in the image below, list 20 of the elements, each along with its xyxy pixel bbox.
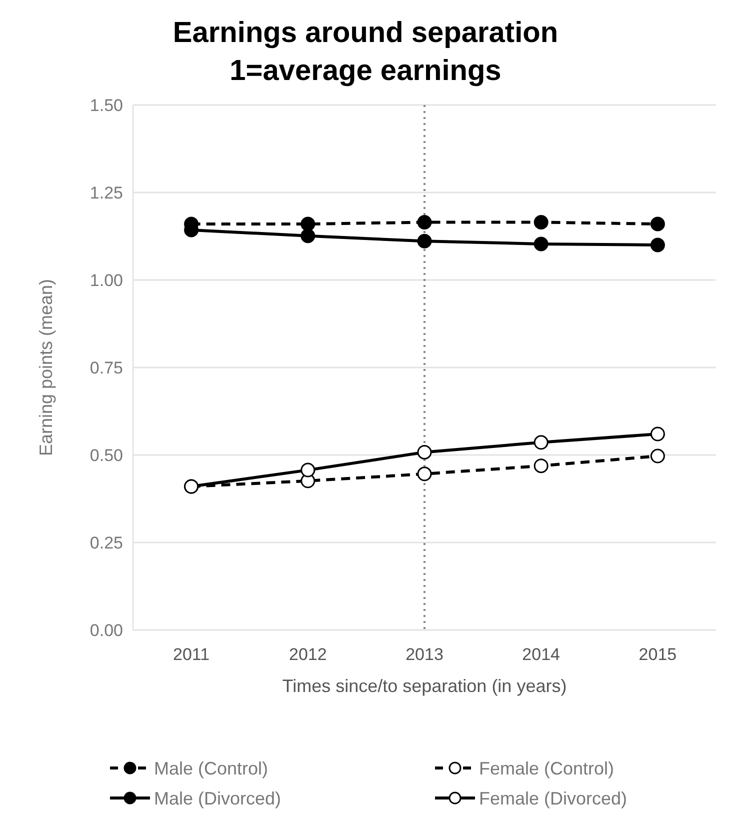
x-tick-label: 2011 bbox=[173, 645, 210, 664]
x-tick-label: 2014 bbox=[522, 645, 560, 664]
y-tick-label: 1.50 bbox=[90, 96, 123, 115]
legend-label: Male (Divorced) bbox=[154, 788, 282, 808]
y-tick-label: 0.50 bbox=[90, 446, 123, 465]
y-tick-label: 1.00 bbox=[90, 270, 123, 290]
chart-subtitle: 1=average earnings bbox=[230, 55, 502, 87]
y-axis-title: Earning points (mean) bbox=[36, 278, 56, 456]
legend-label: Male (Control) bbox=[154, 758, 268, 778]
legend-label: Female (Control) bbox=[479, 758, 614, 778]
y-tick-label: 0.00 bbox=[90, 620, 123, 640]
x-axis-title: Times since/to separation (in years) bbox=[282, 676, 567, 696]
y-tick-label: 1.25 bbox=[90, 183, 123, 202]
legend-label: Female (Divorced) bbox=[479, 788, 628, 808]
y-tick-label: 0.25 bbox=[90, 533, 123, 552]
x-tick-label: 2015 bbox=[638, 645, 677, 664]
x-tick-label: 2012 bbox=[288, 645, 327, 664]
x-tick-label: 2013 bbox=[406, 645, 444, 664]
y-tick-label: 0.75 bbox=[90, 358, 123, 378]
chart-title: Earnings around separation bbox=[172, 17, 558, 49]
